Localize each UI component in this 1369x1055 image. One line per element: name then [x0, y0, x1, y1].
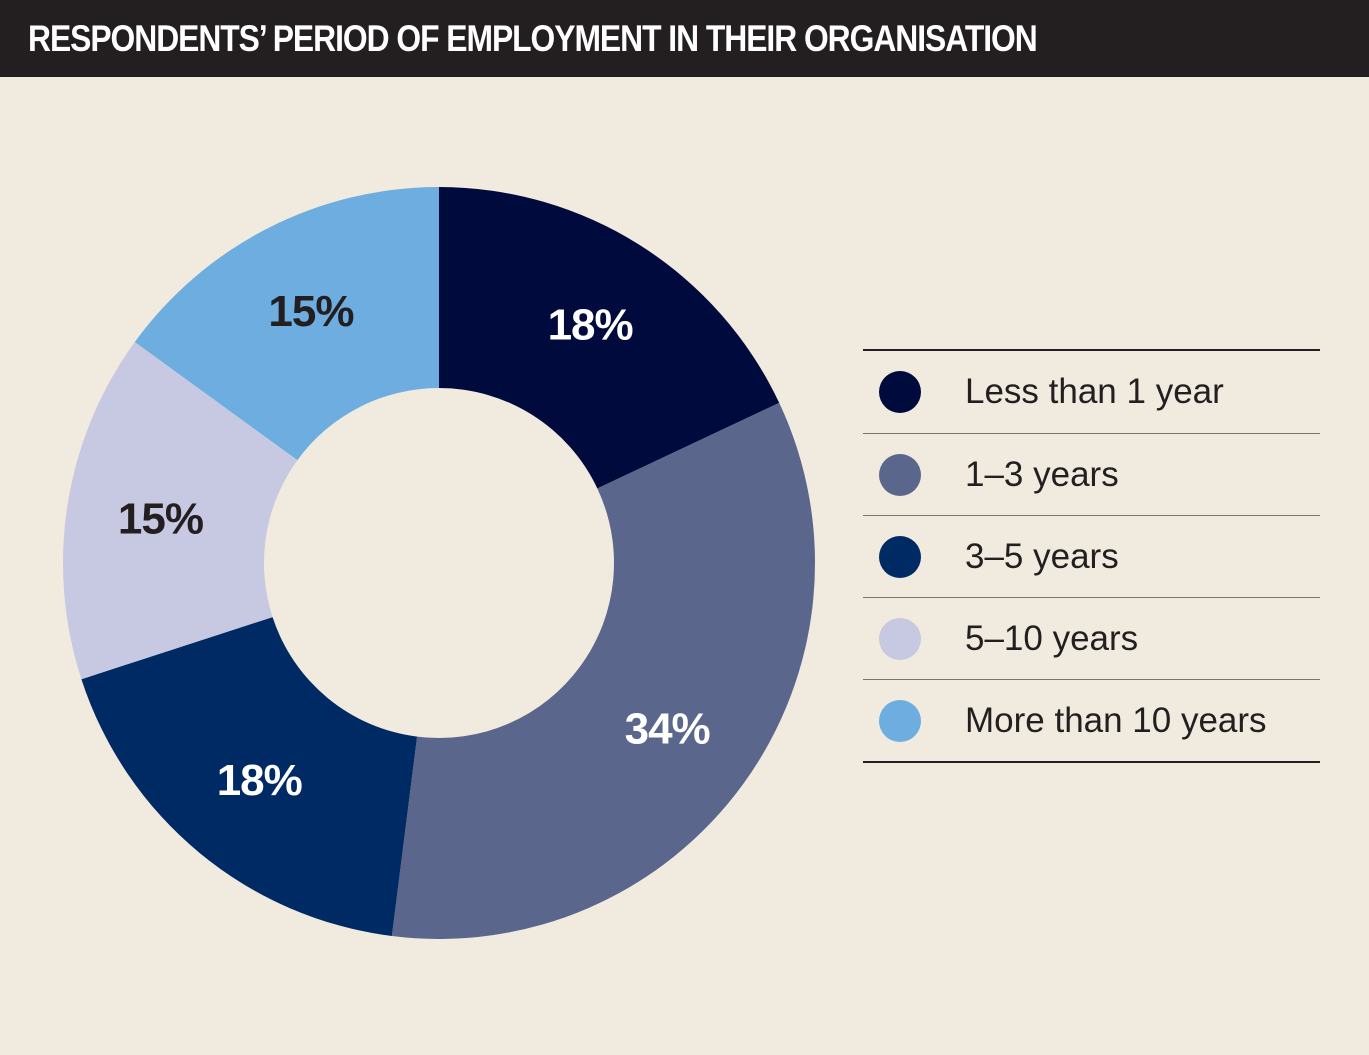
slice-label-more-than-10-years: 15%: [268, 287, 353, 336]
slice-1-3-years: [391, 402, 815, 940]
legend-item-less-than-1-year: Less than 1 year: [863, 351, 1320, 433]
slice-label-3-5-years: 18%: [217, 756, 302, 805]
slice-less-than-1-year: [439, 187, 780, 489]
legend-swatch-5-10-years: [879, 617, 921, 660]
donut-slice-labels: 18% 34% 18% 15% 15%: [118, 287, 711, 805]
legend-swatch-3-5-years: [879, 535, 921, 578]
legend-item-more-than-10-years: More than 10 years: [863, 679, 1320, 761]
legend-label: More than 10 years: [965, 700, 1267, 740]
title-bar: RESPONDENTS’ PERIOD OF EMPLOYMENT IN THE…: [0, 0, 1369, 77]
slice-label-1-3-years: 34%: [625, 704, 710, 753]
legend-label: 3–5 years: [965, 536, 1119, 576]
slice-3-5-years: [81, 617, 418, 937]
legend: Less than 1 year 1–3 years 3–5 years 5–1…: [863, 349, 1320, 763]
slice-5-10-years: [63, 341, 298, 680]
slice-label-5-10-years: 15%: [118, 494, 203, 543]
legend-swatch-1-3-years: [879, 453, 921, 496]
legend-label: 5–10 years: [965, 618, 1139, 658]
donut-slices: [63, 187, 815, 940]
legend-item-3-5-years: 3–5 years: [863, 515, 1320, 597]
legend-label: 1–3 years: [965, 454, 1119, 494]
slice-label-less-than-1-year: 18%: [548, 300, 633, 349]
legend-label: Less than 1 year: [965, 372, 1224, 411]
legend-item-5-10-years: 5–10 years: [863, 597, 1320, 679]
legend-swatch-more-than-10-years: [879, 699, 921, 742]
slice-more-than-10-years: [134, 187, 439, 461]
legend-swatch-less-than-1-year: [879, 371, 921, 413]
chart-title: RESPONDENTS’ PERIOD OF EMPLOYMENT IN THE…: [28, 18, 1038, 59]
legend-item-1-3-years: 1–3 years: [863, 433, 1320, 515]
